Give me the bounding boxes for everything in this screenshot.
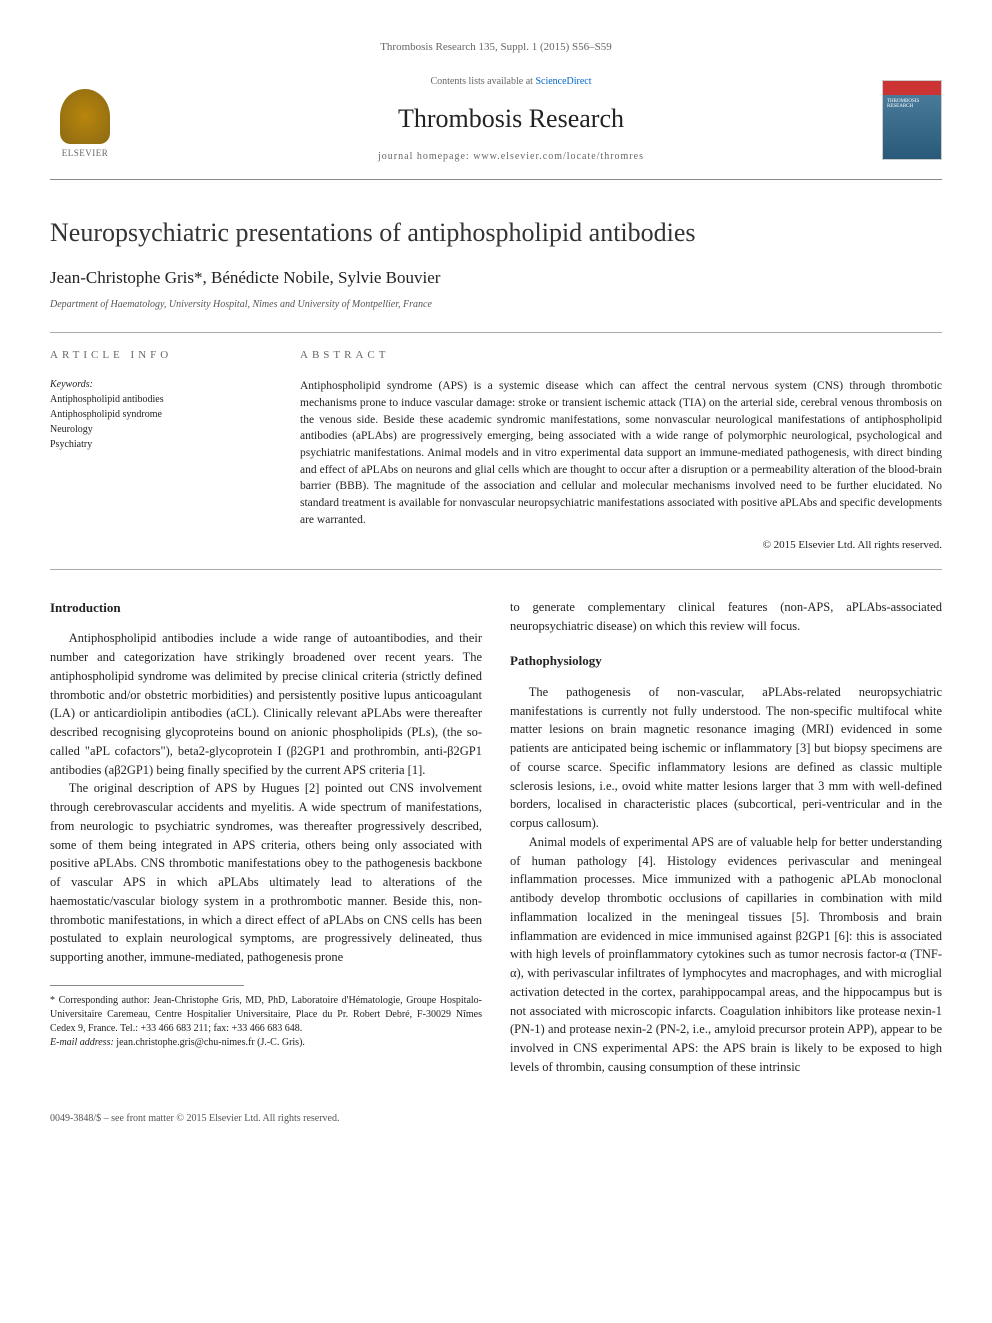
column-left: Introduction Antiphospholipid antibodies… — [50, 598, 482, 1077]
journal-header: ELSEVIER Contents lists available at Sci… — [50, 65, 942, 179]
article-info-label: ARTICLE INFO — [50, 348, 265, 363]
intro-para-2: The original description of APS by Hugue… — [50, 779, 482, 967]
abstract-block: ABSTRACT Antiphospholipid syndrome (APS)… — [280, 333, 942, 569]
keywords-list: Antiphospholipid antibodies Antiphosphol… — [50, 392, 265, 452]
meta-row: ARTICLE INFO Keywords: Antiphospholipid … — [50, 332, 942, 570]
email-label: E-mail address: — [50, 1037, 114, 1048]
sciencedirect-link[interactable]: ScienceDirect — [535, 76, 591, 87]
email-footnote: E-mail address: jean.christophe.gris@chu… — [50, 1036, 482, 1050]
contents-list-line: Contents lists available at ScienceDirec… — [140, 75, 882, 89]
intro-para-1: Antiphospholipid antibodies include a wi… — [50, 629, 482, 779]
affiliation: Department of Haematology, University Ho… — [50, 298, 942, 312]
elsevier-logo-text: ELSEVIER — [62, 147, 109, 160]
elsevier-logo: ELSEVIER — [50, 80, 120, 160]
column-right: to generate complementary clinical featu… — [510, 598, 942, 1077]
journal-cover-thumbnail: THROMBOSIS RESEARCH — [882, 80, 942, 160]
journal-homepage: journal homepage: www.elsevier.com/locat… — [140, 150, 882, 164]
author-list: Jean-Christophe Gris*, Bénédicte Nobile,… — [50, 266, 942, 290]
body-two-column: Introduction Antiphospholipid antibodies… — [50, 598, 942, 1077]
col2-continuation: to generate complementary clinical featu… — [510, 598, 942, 636]
journal-title: Thrombosis Research — [140, 101, 882, 137]
abstract-copyright: © 2015 Elsevier Ltd. All rights reserved… — [300, 538, 942, 553]
footnote-divider — [50, 985, 244, 986]
heading-introduction: Introduction — [50, 598, 482, 618]
page-container: Thrombosis Research 135, Suppl. 1 (2015)… — [0, 0, 992, 1166]
patho-para-2: Animal models of experimental APS are of… — [510, 833, 942, 1077]
contents-list-label: Contents lists available at — [430, 76, 532, 87]
keywords-label: Keywords: — [50, 378, 265, 392]
article-info-block: ARTICLE INFO Keywords: Antiphospholipid … — [50, 333, 280, 569]
journal-info-block: Contents lists available at ScienceDirec… — [140, 75, 882, 163]
patho-para-1: The pathogenesis of non-vascular, aPLAbs… — [510, 683, 942, 833]
cover-thumbnail-text: THROMBOSIS RESEARCH — [887, 99, 941, 110]
email-address: jean.christophe.gris@chu-nimes.fr (J.-C.… — [116, 1037, 305, 1048]
abstract-text: Antiphospholipid syndrome (APS) is a sys… — [300, 378, 942, 528]
abstract-label: ABSTRACT — [300, 348, 942, 363]
page-footer: 0049-3848/$ – see front matter © 2015 El… — [50, 1112, 942, 1126]
article-title: Neuropsychiatric presentations of antiph… — [50, 215, 942, 251]
citation-line: Thrombosis Research 135, Suppl. 1 (2015)… — [50, 40, 942, 55]
heading-pathophysiology: Pathophysiology — [510, 651, 942, 671]
corresponding-author-footnote: * Corresponding author: Jean-Christophe … — [50, 994, 482, 1036]
issn-line: 0049-3848/$ – see front matter © 2015 El… — [50, 1113, 339, 1124]
elsevier-tree-icon — [60, 89, 110, 144]
